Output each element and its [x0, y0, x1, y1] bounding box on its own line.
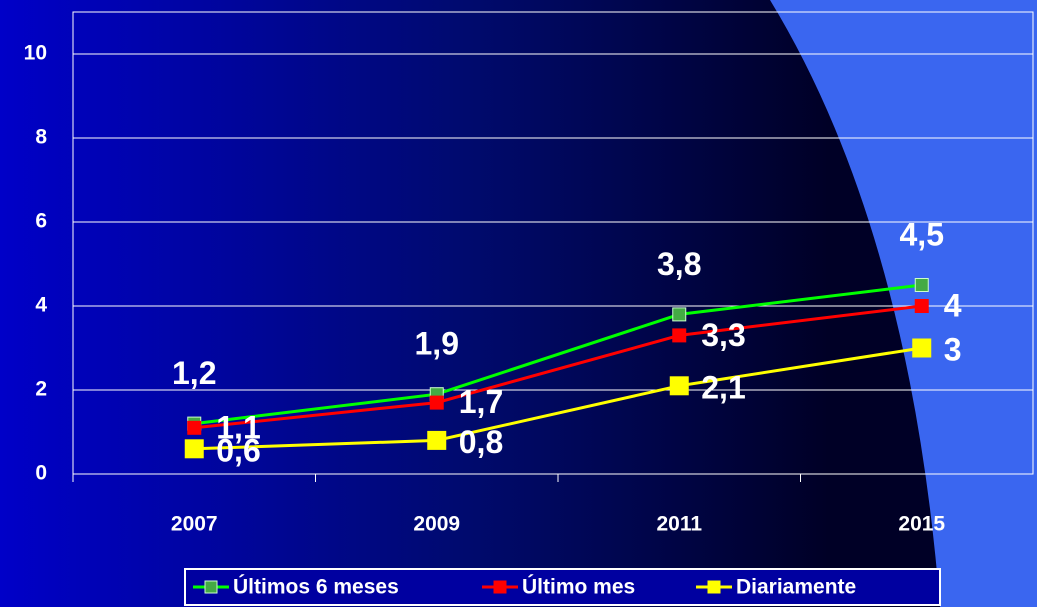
y-tick-label: 4 — [35, 294, 47, 317]
value-label: 4 — [944, 287, 962, 323]
value-label: 1,9 — [415, 326, 459, 362]
value-label: 3 — [944, 331, 962, 367]
legend-label: Diariamente — [736, 576, 856, 599]
x-tick-label: 2007 — [171, 513, 218, 536]
marker — [669, 376, 689, 396]
series-line — [194, 304, 922, 430]
x-tick-label: 2009 — [413, 513, 460, 536]
value-label: 4,5 — [900, 216, 944, 252]
value-label: 3,8 — [657, 246, 701, 282]
legend — [184, 568, 941, 606]
value-label: 2,1 — [701, 369, 745, 405]
marker — [914, 278, 929, 292]
series-line — [194, 283, 922, 426]
marker — [912, 338, 932, 358]
marker — [184, 439, 204, 459]
legend-swatch — [204, 580, 218, 594]
legend-label: Último mes — [522, 575, 635, 599]
legend-swatch — [707, 580, 721, 594]
value-label: 1,7 — [459, 384, 503, 420]
value-label: 0,6 — [216, 432, 260, 468]
marker — [914, 299, 929, 313]
marker — [429, 395, 444, 410]
y-tick-label: 10 — [24, 42, 47, 65]
y-tick-label: 0 — [35, 462, 47, 485]
marker — [672, 328, 687, 343]
value-label: 0,8 — [459, 424, 503, 460]
marker — [427, 430, 447, 450]
legend-swatch — [493, 580, 507, 594]
legend-label: Últimos 6 meses — [233, 575, 399, 599]
y-tick-label: 6 — [35, 210, 47, 233]
series-line — [194, 346, 922, 451]
background-shape — [770, 0, 1037, 607]
value-label: 1,1 — [216, 409, 260, 445]
marker — [672, 307, 687, 322]
value-label: 3,3 — [701, 317, 745, 353]
y-tick-label: 8 — [35, 126, 47, 149]
x-tick-label: 2015 — [898, 513, 945, 536]
y-tick-label: 2 — [35, 378, 47, 401]
marker — [187, 420, 202, 435]
value-label: 1,2 — [172, 355, 216, 391]
x-tick-label: 2011 — [656, 513, 702, 536]
